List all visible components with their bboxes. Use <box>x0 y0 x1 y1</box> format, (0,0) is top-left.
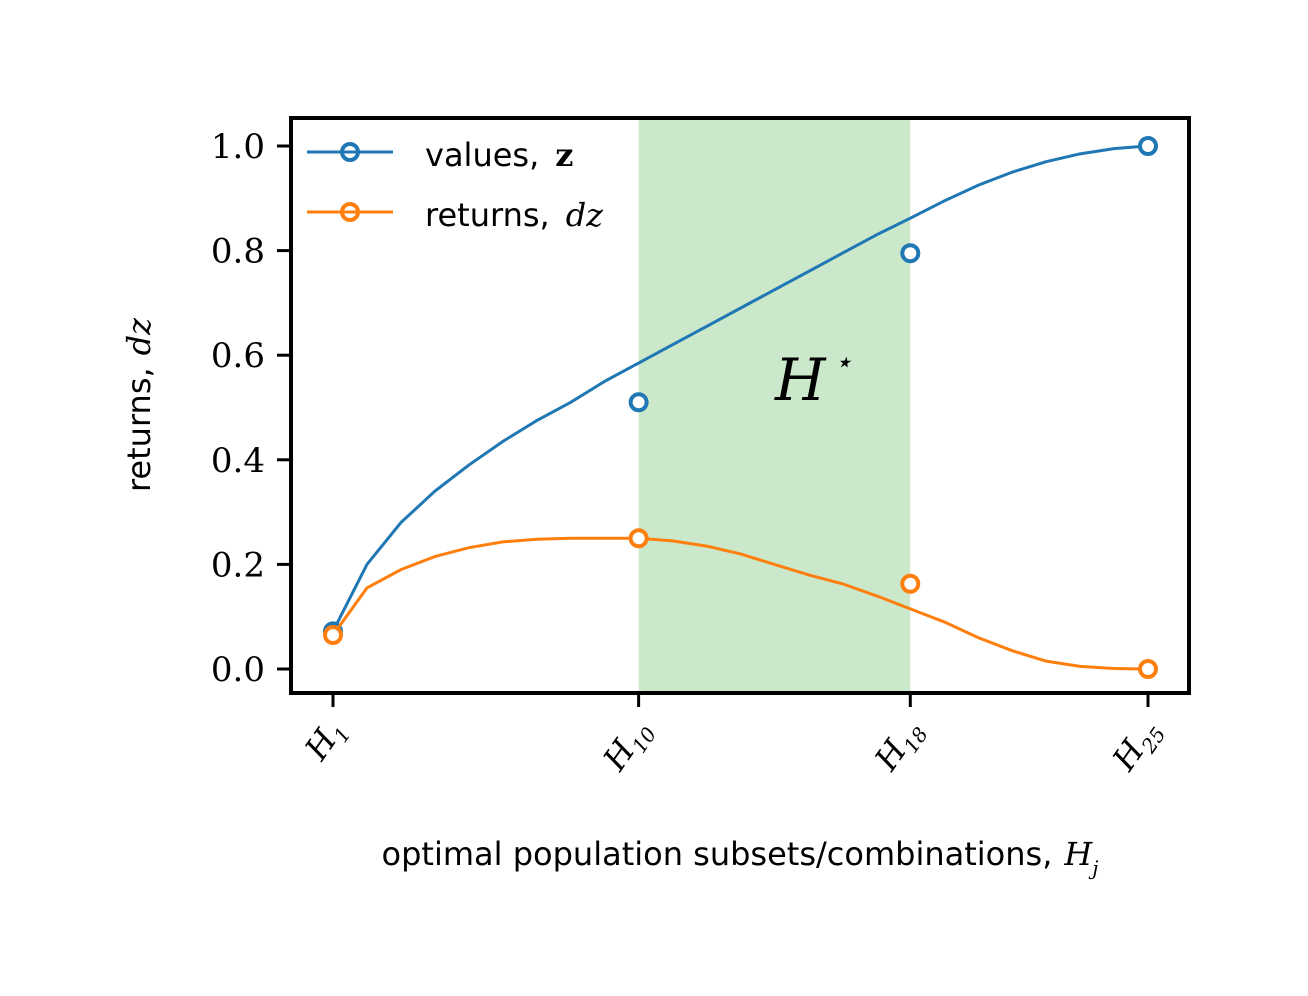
legend-marker-values <box>340 142 360 162</box>
data-point-returns <box>323 625 343 646</box>
legend-label-returns: returns, dz <box>425 196 604 234</box>
legend-label-values: values, z <box>425 136 573 174</box>
x-tick-label: H25 <box>1104 712 1170 781</box>
data-point-values <box>628 392 649 413</box>
y-tick-label: 0.0 <box>211 650 265 690</box>
series-line-values <box>331 144 1149 633</box>
x-tick-label: H1 <box>297 712 356 771</box>
data-point-returns <box>1138 659 1158 679</box>
y-tick-label: 0.4 <box>211 441 265 481</box>
y-tick-label: 0.2 <box>211 545 265 585</box>
shaded-region-label: H ⋆ <box>774 345 852 414</box>
data-point-values <box>1138 136 1158 156</box>
y-axis-label: returns,dz <box>120 317 158 492</box>
series-layer <box>323 136 1158 679</box>
shaded-region <box>638 118 911 693</box>
y-tick-label: 1.0 <box>211 127 265 167</box>
y-tick-label: 0.8 <box>211 232 265 272</box>
legend-marker-returns <box>340 202 360 222</box>
data-point-returns <box>628 528 649 549</box>
data-point-values <box>900 243 921 264</box>
data-point-returns <box>900 573 921 594</box>
x-tick-label: H18 <box>867 712 933 781</box>
legend: values, z returns, dz <box>307 136 604 234</box>
series-line-returns <box>331 536 1149 671</box>
x-tick-label: H10 <box>595 712 662 781</box>
y-tick-label: 0.6 <box>211 336 265 376</box>
x-axis-label: optimal population subsets/combinations,… <box>382 835 1099 880</box>
plot-frame <box>289 116 1191 695</box>
